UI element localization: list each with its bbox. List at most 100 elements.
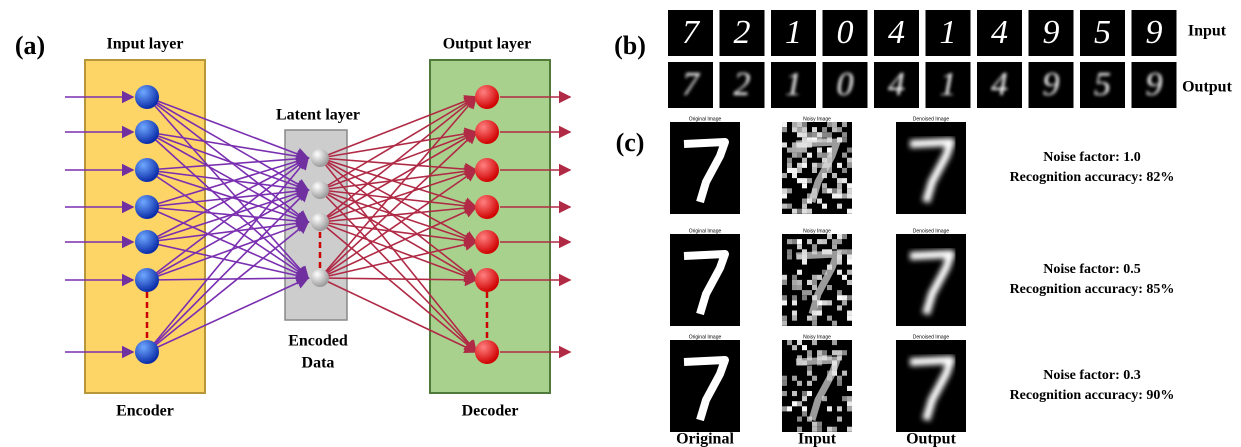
page: (a) Input layer Latent layer Output laye… — [0, 0, 1241, 447]
noise-pixel — [847, 280, 852, 285]
noise-pixel — [792, 275, 797, 280]
latent-node — [311, 181, 329, 199]
noise-pixel — [842, 168, 847, 173]
noise-pixel — [787, 158, 792, 163]
noise-pixel — [817, 239, 822, 244]
noise-pixel — [792, 345, 797, 350]
noise-pixel — [837, 188, 842, 193]
layer-title: Latent layer — [276, 107, 360, 124]
noise-pixel — [792, 153, 797, 158]
noise-pixel — [822, 350, 827, 355]
noise-pixel — [782, 173, 787, 178]
noise-pixel — [802, 132, 807, 137]
noise-pixel — [812, 132, 817, 137]
digit: 7 — [682, 66, 701, 103]
noise-pixel — [787, 239, 792, 244]
digit: 2 — [734, 66, 751, 103]
input-node — [135, 195, 159, 219]
noise-pixel — [792, 209, 797, 214]
noise-pixel — [837, 295, 842, 300]
noise-pixel — [802, 127, 807, 132]
noise-pixel — [797, 417, 802, 422]
noise-pixel — [837, 417, 842, 422]
noise-factor: Noise factor: 1.0 — [1043, 150, 1141, 165]
image-title: Noisy Image — [803, 334, 831, 340]
input-node — [135, 230, 159, 254]
noise-pixel — [817, 163, 822, 168]
panel-label: (c) — [616, 128, 645, 157]
image-title: Denoised Image — [913, 228, 950, 234]
noise-pixel — [837, 350, 842, 355]
noise-pixel — [782, 142, 787, 147]
noise-pixel — [837, 204, 842, 209]
panel-label: (b) — [614, 31, 646, 60]
noise-pixel — [797, 401, 802, 406]
noise-pixel — [802, 295, 807, 300]
noise-pixel — [842, 234, 847, 239]
decoder-label: Decoder — [462, 403, 519, 420]
noise-pixel — [827, 285, 832, 290]
noise-pixel — [807, 366, 812, 371]
noise-pixel — [812, 244, 817, 249]
noise-pixel — [792, 316, 797, 321]
column-label: Original — [676, 431, 734, 447]
noise-pixel — [842, 132, 847, 137]
digit: 2 — [734, 14, 751, 51]
noise-pixel — [792, 148, 797, 153]
noise-pixel — [797, 163, 802, 168]
accuracy: Recognition accuracy: 90% — [1010, 388, 1175, 403]
noise-pixel — [837, 178, 842, 183]
noise-pixel — [792, 300, 797, 305]
noise-pixel — [797, 168, 802, 173]
noise-pixel — [787, 188, 792, 193]
noise-pixel — [837, 381, 842, 386]
noise-pixel — [782, 391, 787, 396]
noise-pixel — [802, 158, 807, 163]
noise-pixel — [837, 127, 842, 132]
noise-pixel — [797, 127, 802, 132]
noise-pixel — [782, 300, 787, 305]
figure: (a) Input layer Latent layer Output laye… — [0, 0, 1241, 447]
noise-pixel — [807, 391, 812, 396]
noise-pixel — [842, 295, 847, 300]
noise-pixel — [807, 290, 812, 295]
noise-pixel — [827, 234, 832, 239]
noise-pixel — [817, 132, 822, 137]
noise-pixel — [837, 305, 842, 310]
noise-pixel — [812, 285, 817, 290]
noise-pixel — [847, 316, 852, 321]
latent-node — [311, 269, 329, 287]
noise-pixel — [832, 321, 837, 326]
input-node — [135, 268, 159, 292]
digit: 7 — [682, 14, 701, 51]
noise-pixel — [792, 122, 797, 127]
latent-node — [311, 213, 329, 231]
noise-pixel — [802, 406, 807, 411]
noise-pixel — [847, 193, 852, 198]
noise-pixel — [842, 396, 847, 401]
noise-pixel — [822, 300, 827, 305]
noise-pixel — [787, 249, 792, 254]
digit: 9 — [1043, 14, 1060, 51]
noise-pixel — [847, 295, 852, 300]
noise-pixel — [797, 285, 802, 290]
image-title: Original Image — [689, 334, 722, 340]
noise-pixel — [782, 321, 787, 326]
noise-pixel — [797, 381, 802, 386]
layer-title: Input layer — [107, 36, 184, 53]
digit: 1 — [940, 66, 957, 103]
noise-pixel — [847, 163, 852, 168]
noise-pixel — [812, 275, 817, 280]
output-node — [475, 195, 499, 219]
noise-pixel — [822, 127, 827, 132]
noise-pixel — [827, 188, 832, 193]
noise-pixel — [807, 381, 812, 386]
output-node — [475, 268, 499, 292]
noise-pixel — [837, 290, 842, 295]
noise-pixel — [797, 280, 802, 285]
noise-pixel — [837, 406, 842, 411]
noise-pixel — [842, 350, 847, 355]
noise-pixel — [802, 148, 807, 153]
noise-pixel — [792, 280, 797, 285]
noise-pixel — [832, 193, 837, 198]
